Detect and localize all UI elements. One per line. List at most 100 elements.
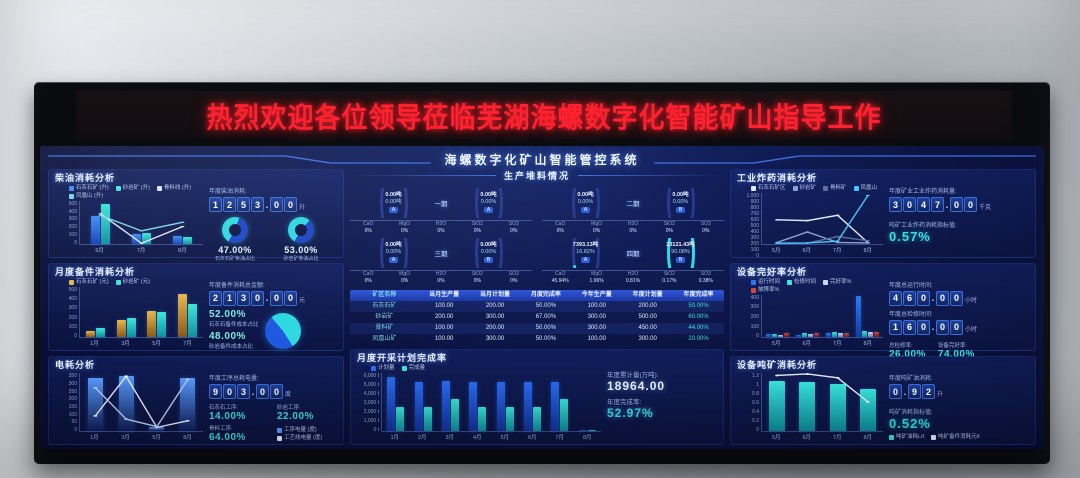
digit-box: 2 [223, 197, 236, 212]
bar-group [551, 373, 569, 431]
x-axis: 1月 3月 5月 7月 [79, 338, 203, 348]
legend-label: 计划量 [378, 365, 395, 371]
line-layer [775, 373, 870, 404]
panel-explosive-title: 工业炸药消耗分析 [737, 173, 818, 183]
legend-swatch [371, 366, 376, 371]
diesel-metric-unit: 升 [299, 204, 306, 211]
bar [132, 233, 141, 244]
plan-legend: 计划量 完成量 [357, 364, 601, 373]
legend-swatch [277, 428, 282, 434]
legend-swatch [69, 194, 74, 199]
gauge-percent: 0.00% [480, 199, 497, 206]
x-tick: 3月 [121, 341, 130, 348]
legend-item: 砂岩矿 (元) [115, 279, 150, 286]
bar [587, 430, 596, 431]
y-tick: 800 [750, 205, 759, 211]
table-cell: 骨料矿 [375, 324, 394, 331]
bar [178, 293, 188, 338]
legend-label: 完好率% [830, 278, 852, 285]
explosive-sub-label: 吨矿工业炸药消耗指标值: [889, 223, 957, 229]
stockpile-gauge: 0.00吨 0.00% B [452, 237, 526, 268]
table-cell: 石灰石矿 [372, 302, 397, 309]
line-layer [775, 194, 870, 244]
digit-box: 0 [251, 290, 264, 306]
gauge-tons: 7393.13吨 [572, 242, 599, 249]
stat-label: 砂岩备件成本占比 [209, 343, 254, 350]
y-axis: 400 300 200 100 0 [737, 295, 761, 349]
plot-area [761, 373, 883, 433]
chem-value: 0% [510, 277, 518, 284]
x-tick: 7月 [832, 435, 842, 442]
panel-ton-title: 设备吨矿消耗分析 [737, 360, 818, 371]
stat-value: 64.00% [209, 432, 246, 444]
x-tick: 1月 [390, 435, 400, 441]
gauge-grade: A [580, 207, 591, 214]
legend-label: 吨矿油耗L/t [896, 434, 925, 441]
stockpile-gauge: 7393.13吨 16.82% A [549, 237, 623, 268]
equipment-stat-integrity: 设备完好率: 74.00% [938, 341, 975, 360]
table-header-cell: 当月生产量 [429, 291, 460, 298]
table-header-cell: 年度完成率 [683, 291, 714, 298]
chem-label: MgO [399, 220, 411, 227]
digit-box: 3 [251, 197, 264, 212]
digit-box: 3 [237, 384, 250, 400]
bar [856, 295, 862, 338]
line-layer [93, 373, 190, 429]
bar-group [524, 373, 542, 431]
legend-item: 砂岩矿 [792, 185, 816, 192]
gauge-row: 0.00吨 0.00% A 三期 0.00吨 0.00% B CaO MgO H2O SiO2 SO3… [350, 237, 724, 285]
legend-swatch [115, 279, 121, 285]
diesel-metric-label: 年度柴油消耗: [209, 189, 247, 195]
digit-box: 0 [917, 290, 930, 306]
donut-label: 石灰石矿柴油占比 [214, 256, 255, 262]
legend-label: 工艺线电量 (度) [284, 435, 323, 442]
bar [765, 334, 771, 338]
plot-area [381, 373, 601, 432]
bar [578, 430, 587, 431]
phase-label: 四期 [626, 250, 640, 258]
x-tick: 6月 [802, 435, 812, 442]
y-axis: 500 400 300 200 100 0 [55, 201, 79, 255]
chart-equipment: 400 300 200 100 0 5月 6月 7月 8月 [737, 294, 883, 349]
bar-group [147, 287, 167, 338]
x-tick: 7月 [136, 247, 146, 254]
y-tick: 200 [68, 396, 77, 403]
bar [396, 406, 405, 431]
explosive-metric-label: 年度矿业工业炸药消耗量: [889, 189, 957, 195]
bar [423, 407, 432, 431]
bar [180, 378, 196, 432]
chem-label: H2O [627, 220, 639, 227]
gauge-percent: 0.00% [577, 199, 594, 206]
bar-group [765, 295, 789, 338]
y-tick: 0.6 [752, 400, 759, 407]
chem-table: CaO MgO H2O SiO2 SO3 0% 0% 0% 0% 0% [350, 269, 532, 285]
y-tick: 100 [750, 247, 759, 253]
bar [450, 399, 459, 431]
spares-stat-limestone: 52.00% 石灰石备件成本占比 [209, 309, 259, 328]
digit-box: 4 [889, 290, 902, 306]
spares-chart: 500 400 300 200 100 0 1月 3月 5月 7月 [55, 286, 203, 349]
legend-item: 吨矿备件消耗元/t [931, 434, 980, 441]
chem-label: SiO2 [663, 270, 675, 277]
legend-item: 完好率% [823, 279, 851, 286]
gauge-arc [379, 237, 408, 268]
table-cell: 100.00 [434, 302, 454, 309]
digit-dot: . [931, 322, 935, 333]
y-tick: 200 [68, 314, 77, 321]
chem-table: CaO MgO H2O SiO2 SO3 0% 0% 0% 0% 0% [350, 219, 532, 235]
legend-label: 凤凰山 (升) [76, 193, 104, 199]
y-tick: 600 [750, 217, 759, 223]
bar [801, 332, 807, 338]
table-cell: 200.00 [638, 302, 657, 309]
chem-value: 0.81% [625, 277, 641, 284]
legend-label: 石灰石矿 (升) [76, 185, 109, 191]
x-tick: 8月 [183, 435, 192, 442]
y-tick: 300 [750, 304, 759, 311]
digit-box: 2 [209, 290, 222, 306]
digit-box: 6 [903, 319, 916, 335]
chem-value: 45.94% [551, 277, 569, 284]
digit-dot: . [931, 293, 935, 304]
spares-metric-unit: 元 [299, 298, 306, 305]
